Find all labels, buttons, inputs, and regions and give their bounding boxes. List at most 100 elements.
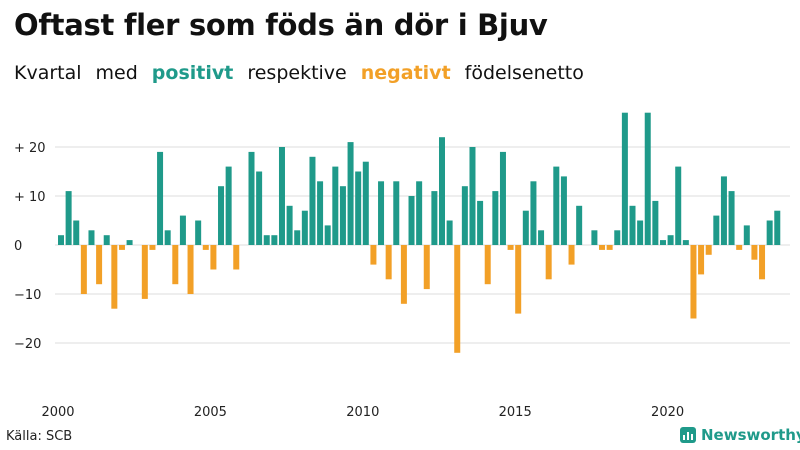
subtitle-fodelsenetto: födelsenetto bbox=[464, 62, 584, 84]
bar bbox=[385, 245, 392, 280]
bar bbox=[667, 235, 674, 245]
bar bbox=[499, 151, 506, 245]
gridlines bbox=[55, 146, 790, 344]
brand[interactable]: Newsworthy bbox=[680, 426, 800, 444]
bar bbox=[88, 230, 95, 245]
bar bbox=[58, 235, 64, 245]
bar bbox=[256, 171, 263, 245]
bar bbox=[659, 240, 666, 245]
bar bbox=[347, 142, 354, 245]
bar bbox=[370, 245, 377, 265]
bar bbox=[271, 235, 278, 245]
bar bbox=[560, 176, 567, 245]
bar bbox=[538, 230, 545, 245]
chart-subtitle: Kvartal med positivt respektive negativt föde… bbox=[14, 62, 598, 84]
bar bbox=[324, 225, 331, 245]
bar bbox=[202, 245, 209, 250]
bar bbox=[103, 235, 110, 245]
x-tick-label: 2005 bbox=[194, 405, 227, 420]
bar bbox=[621, 112, 628, 245]
bar bbox=[225, 166, 232, 245]
subtitle-med: med bbox=[95, 62, 138, 84]
bar bbox=[210, 245, 217, 270]
x-tick-label: 2000 bbox=[41, 405, 74, 420]
bar bbox=[278, 147, 285, 245]
bar bbox=[294, 230, 301, 245]
bar bbox=[355, 171, 362, 245]
bar bbox=[393, 181, 400, 245]
bar bbox=[720, 176, 727, 245]
bar bbox=[705, 245, 712, 255]
bar bbox=[423, 245, 430, 290]
bar bbox=[477, 200, 484, 245]
x-tick-label: 2015 bbox=[499, 405, 532, 420]
bar bbox=[309, 156, 316, 245]
bar bbox=[484, 245, 491, 285]
bar bbox=[301, 210, 308, 245]
x-tick-label: 2010 bbox=[346, 405, 379, 420]
y-tick-label: −20 bbox=[14, 337, 41, 352]
bar bbox=[515, 245, 522, 314]
bar bbox=[644, 112, 651, 245]
bar bbox=[73, 220, 80, 245]
bar bbox=[339, 186, 346, 245]
bar bbox=[682, 240, 689, 245]
y-tick-label: + 20 bbox=[14, 141, 46, 156]
bar bbox=[378, 181, 385, 245]
bars bbox=[58, 112, 781, 353]
bar bbox=[469, 147, 476, 245]
bar bbox=[187, 245, 194, 294]
bar bbox=[248, 151, 255, 245]
bar bbox=[179, 215, 186, 245]
legend-positive: positivt bbox=[151, 62, 234, 84]
x-tick-label: 2020 bbox=[651, 405, 684, 420]
bar bbox=[492, 191, 499, 245]
bar bbox=[286, 205, 293, 245]
source-note: Källa: SCB bbox=[6, 429, 73, 444]
bar bbox=[690, 245, 697, 319]
bar bbox=[736, 245, 743, 250]
bar bbox=[332, 166, 339, 245]
bar bbox=[439, 137, 445, 245]
subtitle-respektive: respektive bbox=[247, 62, 347, 84]
y-tick-label: 0 bbox=[14, 239, 22, 254]
bar bbox=[751, 245, 758, 260]
bar bbox=[149, 245, 156, 250]
brand-name: Newsworthy bbox=[701, 426, 800, 444]
bar bbox=[233, 245, 240, 270]
bar bbox=[759, 245, 766, 280]
bar bbox=[675, 166, 682, 245]
bar bbox=[446, 220, 453, 245]
bar bbox=[164, 230, 171, 245]
bar bbox=[461, 186, 468, 245]
bar bbox=[172, 245, 179, 285]
bar bbox=[637, 220, 644, 245]
bar bbox=[416, 181, 423, 245]
bar bbox=[576, 205, 583, 245]
bar bbox=[317, 181, 324, 245]
bar bbox=[157, 151, 164, 245]
bar bbox=[530, 181, 537, 245]
bar bbox=[698, 245, 705, 275]
chart-title: Oftast fler som föds än dör i Bjuv bbox=[14, 8, 548, 42]
newsworthy-logo-icon bbox=[680, 427, 696, 443]
x-axis-ticks: 2000 2005 2010 2015 2020 bbox=[41, 405, 684, 420]
bar bbox=[65, 191, 72, 245]
y-axis-ticks: + 20 + 10 0 −10 −20 bbox=[14, 141, 46, 352]
bar bbox=[195, 220, 202, 245]
legend-negative: negativt bbox=[360, 62, 451, 84]
bar bbox=[568, 245, 575, 265]
bar bbox=[118, 245, 125, 250]
bar bbox=[522, 210, 529, 245]
y-tick-label: + 10 bbox=[14, 190, 46, 205]
bar bbox=[774, 210, 781, 245]
bar bbox=[507, 245, 514, 250]
bar bbox=[96, 245, 103, 285]
y-tick-label: −10 bbox=[14, 288, 41, 303]
bar bbox=[80, 245, 87, 294]
bar bbox=[362, 161, 369, 245]
bar bbox=[728, 191, 735, 245]
bar bbox=[454, 245, 461, 353]
bar bbox=[141, 245, 148, 299]
